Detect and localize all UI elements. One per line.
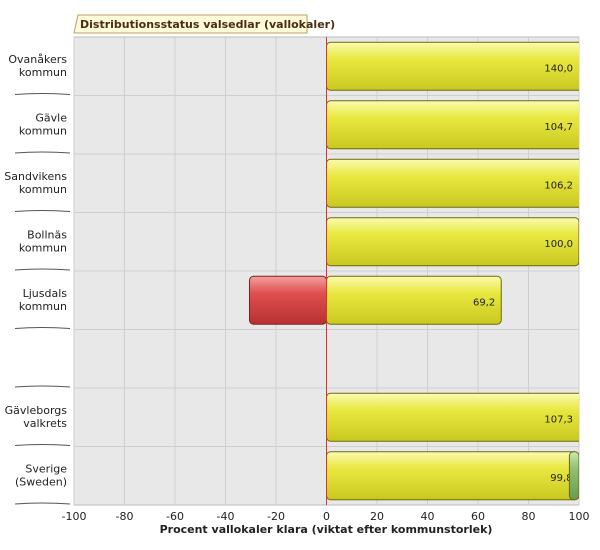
x-tick-label: 100 [569, 510, 590, 523]
row-separator [14, 210, 71, 212]
title-tab [73, 14, 308, 34]
bar [326, 451, 579, 501]
value-label: 100,0 [544, 239, 573, 250]
bar [248, 275, 327, 325]
category-label: Sverige (Sweden) [15, 462, 67, 488]
row-separator [14, 327, 71, 329]
category-label: Gävleborgs valkrets [5, 404, 68, 430]
value-label: 106,2 [544, 180, 573, 191]
category-label: Bollnäs kommun [19, 228, 67, 254]
category-label: Ovanåkers kommun [8, 53, 67, 79]
category-label: Sandvikens kommun [4, 170, 67, 196]
x-tick-label: -60 [166, 510, 184, 523]
row-separator [14, 444, 71, 446]
bar [568, 451, 579, 501]
category-label: Gävle kommun [19, 111, 67, 137]
x-tick-label: -20 [267, 510, 285, 523]
x-tick-label: -100 [62, 510, 87, 523]
x-axis-label: Procent vallokaler klara (viktat efter k… [160, 523, 493, 536]
value-label: 69,2 [473, 297, 495, 308]
row-separator [14, 151, 71, 154]
x-tick-label: 60 [471, 510, 485, 523]
value-label: 104,7 [544, 122, 573, 133]
bar [326, 217, 579, 267]
x-tick-label: 0 [323, 510, 330, 523]
value-label: 140,0 [544, 63, 573, 74]
row-separator [14, 502, 71, 505]
category-label: Ljusdals kommun [19, 287, 67, 313]
x-tick-label: 20 [370, 510, 384, 523]
x-tick-label: 80 [522, 510, 536, 523]
row-separator [14, 385, 71, 388]
row-separator [14, 268, 71, 271]
x-tick-label: -40 [217, 510, 235, 523]
chart-title: Distributionsstatus valsedlar (vallokale… [80, 18, 335, 31]
x-tick-label: -80 [116, 510, 134, 523]
x-tick-label: 40 [421, 510, 435, 523]
value-label: 107,3 [544, 414, 573, 425]
row-separator [14, 93, 71, 95]
value-label: 99,8 [550, 473, 572, 484]
